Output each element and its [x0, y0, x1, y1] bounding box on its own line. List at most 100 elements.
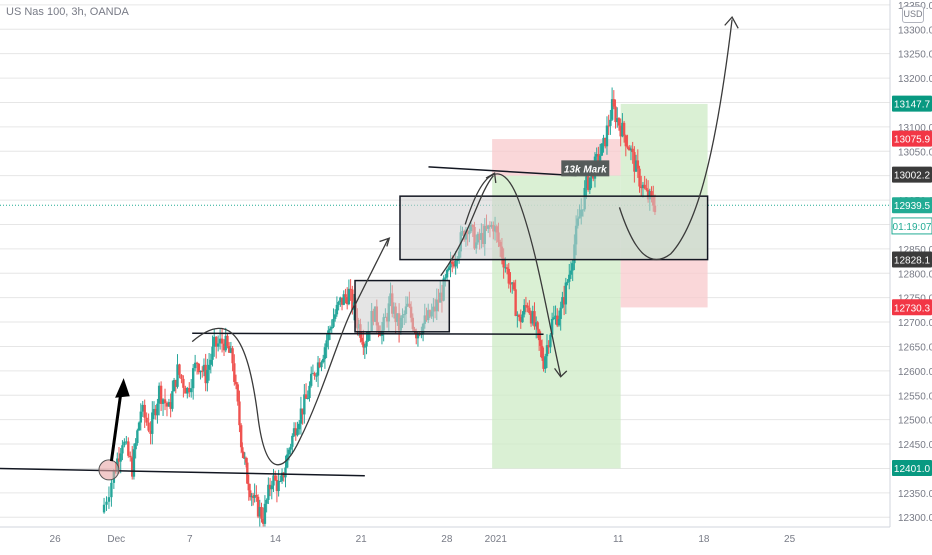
candle-body: [151, 412, 154, 434]
currency-badge[interactable]: USD: [902, 6, 924, 23]
candle-body: [363, 346, 367, 348]
price-tag: [892, 299, 932, 316]
price-tag-label: 12939.5: [894, 201, 931, 212]
candle-body: [514, 289, 517, 316]
candle-body: [337, 301, 340, 305]
candle-body: [316, 362, 320, 376]
candle-body: [328, 328, 332, 331]
candle-body: [214, 336, 218, 347]
candle-body: [648, 191, 652, 200]
candle-body: [559, 307, 562, 319]
candle-body: [556, 315, 559, 326]
candle-body: [595, 154, 598, 157]
price-tag-label: 13002.2: [894, 171, 931, 182]
y-tick-label: 12800.0: [898, 269, 932, 280]
symbol-title: US Nas 100, 3h, OANDA: [6, 6, 129, 18]
candle-body: [253, 495, 256, 498]
candle-body: [145, 417, 148, 423]
candle-body: [247, 483, 250, 491]
candle-body: [533, 311, 536, 327]
candle-body: [529, 313, 533, 324]
candle-body: [143, 404, 146, 418]
candle-body: [362, 341, 365, 348]
candle-body: [612, 99, 616, 107]
candle-body: [523, 305, 526, 315]
candle-body: [643, 184, 646, 189]
candle-body: [294, 428, 297, 436]
breakout-circle: [98, 459, 120, 481]
y-tick-label: 12850.0: [898, 245, 932, 256]
candle-body: [209, 359, 213, 365]
y-tick-label: 13300.0: [898, 25, 932, 36]
candle-body: [284, 467, 287, 478]
consolidation-box-upper: [399, 195, 709, 261]
candle-body: [110, 482, 113, 498]
arrow-head-up: [724, 15, 739, 29]
candle-body: [117, 458, 121, 462]
candle-body: [597, 154, 600, 163]
y-tick-label: 12600.0: [898, 367, 932, 378]
candle-body: [197, 363, 201, 373]
candle-body: [211, 346, 214, 360]
candle-body: [299, 408, 303, 424]
candle-body: [125, 441, 128, 443]
candle-body: [157, 385, 161, 404]
candle-body: [445, 269, 449, 278]
candle-body: [280, 472, 284, 481]
candle-body: [152, 408, 156, 413]
candle-body: [544, 356, 547, 369]
candle-body: [236, 384, 239, 402]
x-tick-label: 11: [613, 534, 624, 545]
candle-body: [193, 362, 197, 369]
candle-body: [650, 191, 653, 196]
y-tick-label: 12350.0: [898, 489, 932, 500]
candle-body: [509, 283, 512, 285]
candle-body: [318, 362, 321, 368]
candle-body: [287, 449, 291, 455]
candle-body: [136, 430, 139, 444]
candle-body: [641, 184, 645, 189]
candle-body: [272, 475, 275, 486]
candle-body: [521, 314, 524, 323]
candle-body: [107, 497, 111, 502]
candle-body: [542, 358, 545, 369]
candle-body: [244, 457, 248, 463]
candle-body: [636, 160, 640, 169]
candle-body: [360, 337, 364, 342]
candle-body: [617, 118, 621, 126]
candle-body: [184, 387, 187, 394]
candle-body: [600, 143, 604, 156]
candle-body: [517, 314, 521, 318]
candle-body: [323, 347, 327, 359]
candle-body: [568, 274, 571, 282]
candle-body: [454, 260, 457, 267]
candle-body: [452, 264, 456, 267]
wave-curve-1: [191, 302, 357, 466]
candle-body: [524, 305, 528, 307]
candle-body: [545, 345, 549, 357]
candle-body: [180, 374, 183, 379]
candle-body: [285, 454, 289, 468]
candle-body: [566, 281, 569, 283]
candle-body: [540, 345, 544, 359]
candle-body: [242, 451, 245, 459]
candle-body: [321, 358, 325, 363]
candle-body: [190, 388, 193, 393]
candle-body: [626, 146, 629, 148]
consolidation-box-lower: [354, 279, 451, 333]
bold-arrow-shaft: [109, 390, 123, 462]
candle-body: [169, 402, 172, 409]
wave-line-up-2: [440, 175, 494, 277]
projected-curve-up: [618, 19, 733, 261]
candle-body: [610, 99, 614, 120]
candle-body: [129, 455, 132, 458]
candle-body: [349, 288, 352, 290]
y-tick-label: 12650.0: [898, 342, 932, 353]
candle-body: [154, 408, 157, 416]
candle-body: [121, 445, 124, 454]
candle-body: [333, 314, 337, 319]
price-tag-label: 12401.0: [894, 464, 931, 475]
y-tick-label: 13100.0: [898, 123, 932, 134]
